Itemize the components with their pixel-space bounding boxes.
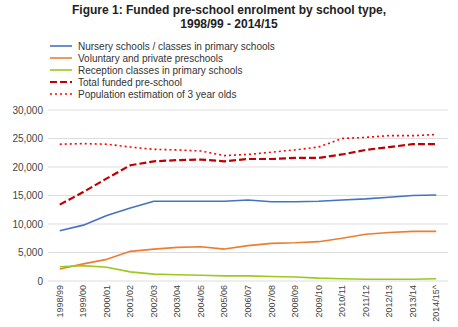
x-tick-label: 1999/00 [78,285,88,318]
legend-label: Population estimation of 3 year olds [78,89,236,100]
x-tick-label: 2000/01 [102,285,112,318]
series-line [60,144,436,204]
x-tick-label: 2012/13 [384,285,394,318]
x-axis: 1998/99 1999/00 2000/01 2001/02 2002/03 2003/… [55,284,441,322]
y-tick-label: 0 [37,276,43,287]
x-tick-label: 2011/12 [361,285,371,317]
y-tick-label: 15,000 [12,190,43,201]
grid-line [48,224,448,225]
x-tick-label: 2004/05 [196,285,206,318]
grid-line [48,110,448,111]
x-tick-label: 2002/03 [149,285,159,318]
legend-label: Nursery schools / classes in primary sch… [78,41,275,52]
plot-area [60,135,436,280]
x-tick-label: 2005/06 [219,285,229,318]
background [0,0,458,327]
series-line [60,231,436,269]
x-tick-label: 2009/10 [314,285,324,318]
legend-swatch [50,93,72,95]
title: Figure 1: Funded pre-school enrolment by… [72,3,386,17]
y-tick-label: 25,000 [12,133,43,144]
x-tick-label: 2008/09 [290,285,300,318]
legend-swatch [50,45,72,47]
legend: Nursery schools / classes in primary sch… [50,41,275,100]
series-line [60,266,436,280]
series-line [60,135,436,156]
y-tick-label: 20,000 [12,162,43,173]
x-tick-label: 2014/15^ [431,284,441,322]
grid-line [48,167,448,168]
legend-swatch [50,57,72,59]
y-tick-label: 5,000 [18,247,43,258]
y-axis: 0 5,000 10,000 15,000 20,000 25,000 30,000 [12,105,448,287]
y-tick-label: 30,000 [12,105,43,116]
x-tick-label: 2010/11 [337,285,347,317]
grid-line [48,195,448,196]
grid-line [48,252,448,253]
legend-swatch [50,69,72,71]
grid-line [48,281,448,282]
legend-swatch [50,81,72,83]
legend-label: Voluntary and private preschools [78,53,223,64]
x-tick-label: 2003/04 [172,285,182,318]
series-line [60,195,436,231]
x-tick-label: 1998/99 [55,285,65,318]
chart: Figure 1: Funded pre-school enrolment by… [0,0,458,327]
y-tick-label: 10,000 [12,219,43,230]
legend-label: Reception classes in primary schools [78,65,243,76]
grid-line [48,138,448,139]
x-tick-label: 2001/02 [125,285,135,318]
x-tick-label: 2007/08 [267,285,277,318]
x-tick-label: 2006/07 [243,285,253,318]
subtitle: 1998/99 - 2014/15 [180,17,278,31]
legend-label: Total funded pre-school [78,77,182,88]
x-tick-label: 2013/14 [408,285,418,318]
